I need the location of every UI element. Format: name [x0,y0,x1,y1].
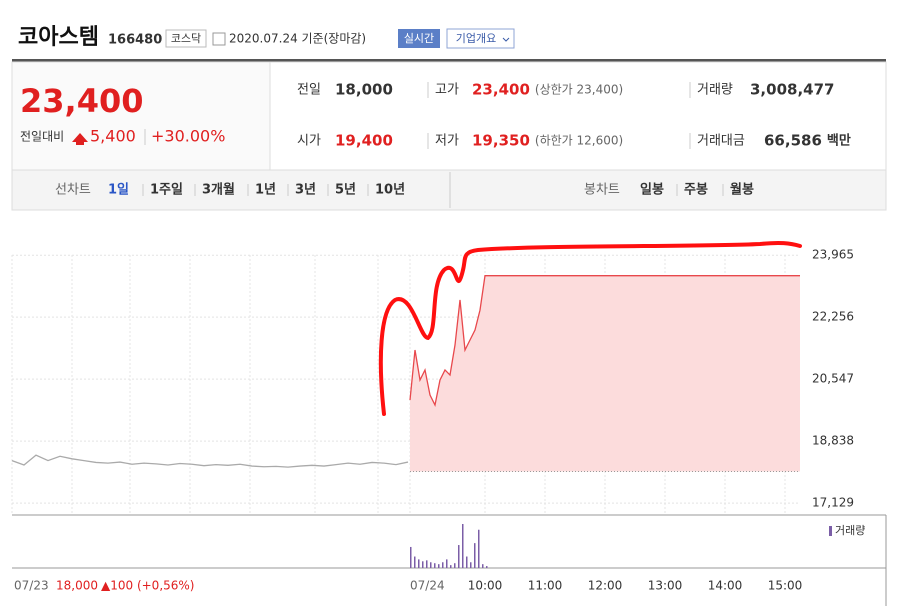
volume-legend: 거래량 [835,524,865,537]
stat-note: (하한가 12,600) [535,134,623,148]
y-tick-label: 23,965 [812,248,854,262]
candle-tab[interactable]: 주봉 [684,183,708,198]
volume-bar [486,566,488,568]
change: 5,400 [90,127,136,146]
stat-value: 66,586 [764,132,822,150]
x-label: 14:00 [708,579,743,593]
volume-bar [438,564,440,568]
stat-label: 전일 [297,83,321,98]
company-button[interactable] [446,28,515,49]
period-tab[interactable]: 1주일 [150,183,183,198]
stock-code: 166480 [108,33,162,48]
volume-bar [434,563,436,568]
stat-value: 19,400 [335,132,393,150]
y-tick-label: 22,256 [812,310,854,324]
market: 코스닥 [171,32,201,45]
volume-bar [422,561,424,568]
volume-bar [478,529,480,568]
volume-bar [474,543,476,568]
market-badge [165,29,207,48]
up-arrow [72,133,88,145]
candle-tab[interactable]: 월봉 [730,182,754,198]
area [410,275,800,472]
volume-legend-swatch [829,526,832,536]
volume-bar [414,556,416,568]
tab-bar [11,169,887,211]
y-tick-label: 18,838 [812,434,854,448]
period-tab[interactable]: 3개월 [202,182,235,198]
stock-name: 코아스템 [18,25,99,50]
period-tab[interactable]: 3년 [295,183,316,198]
volume-bar [410,546,412,568]
stat-label: 저가 [435,134,459,149]
volume-bar [470,562,472,568]
stat-label: 거래량 [697,83,733,98]
realtime[interactable]: 실시간 [404,32,434,45]
x-label: 15:00 [768,579,803,593]
volume-bar [446,559,448,568]
stat-label: 고가 [435,83,459,98]
stat-value: 18,000 [335,81,393,99]
stat-note: (상한가 23,400) [535,83,623,97]
candle-tab[interactable]: 일봉 [640,183,664,198]
period-tab[interactable]: 1일 [108,183,129,198]
x-label: 07/24 [410,579,445,593]
volume-bar [462,524,464,568]
volume-bar [482,564,484,568]
stat-value: 23,400 [472,81,530,99]
period-tab[interactable]: 5년 [335,183,356,198]
realtime-button[interactable] [398,29,440,48]
volume-bar [418,559,420,568]
calendar-icon [212,32,226,46]
candle-chart-label: 봉차트 [584,183,620,198]
change-rate: +30.00% [151,127,225,146]
y-tick-label: 20,547 [812,372,854,386]
prev-change: ▲100 (+0,56%) [101,579,195,593]
volume-bar [454,563,456,568]
x-label: 12:00 [588,579,623,593]
date: 2020.07.24 기준(장마감) [229,32,366,46]
volume-bar [442,562,444,568]
price: 23,400 [20,82,143,120]
stat-unit: 백만 [827,133,851,149]
period-tab[interactable]: 10년 [375,183,405,198]
price-line [409,275,800,407]
volume-bar [450,565,452,568]
prev-close: 18,000 [56,579,98,593]
stat-value: 3,008,477 [750,81,834,99]
dropdown-arrow [502,37,510,42]
x-label: 10:00 [468,579,503,593]
stats-box [269,61,887,171]
y-tick-label: 17,129 [812,496,854,510]
top-rule [12,59,886,62]
x-label: 13:00 [648,579,683,593]
period-tab[interactable]: 1년 [255,183,276,198]
stat-label: 거래대금 [697,134,745,149]
stat-label: 시가 [297,134,321,149]
change-label: 전일대비 [20,130,64,144]
volume-bar [426,560,428,568]
line-chart-label: 선차트 [55,183,91,198]
volume-bar [430,562,432,568]
annotation-scribble [378,240,802,416]
x-label: 07/23 [14,579,49,593]
volume-bar [466,556,468,568]
x-label: 11:00 [528,579,563,593]
company-info[interactable]: 기업개요 [456,32,496,45]
price-line [11,454,409,468]
stat-value: 19,350 [472,132,530,150]
volume-bar [458,545,460,568]
